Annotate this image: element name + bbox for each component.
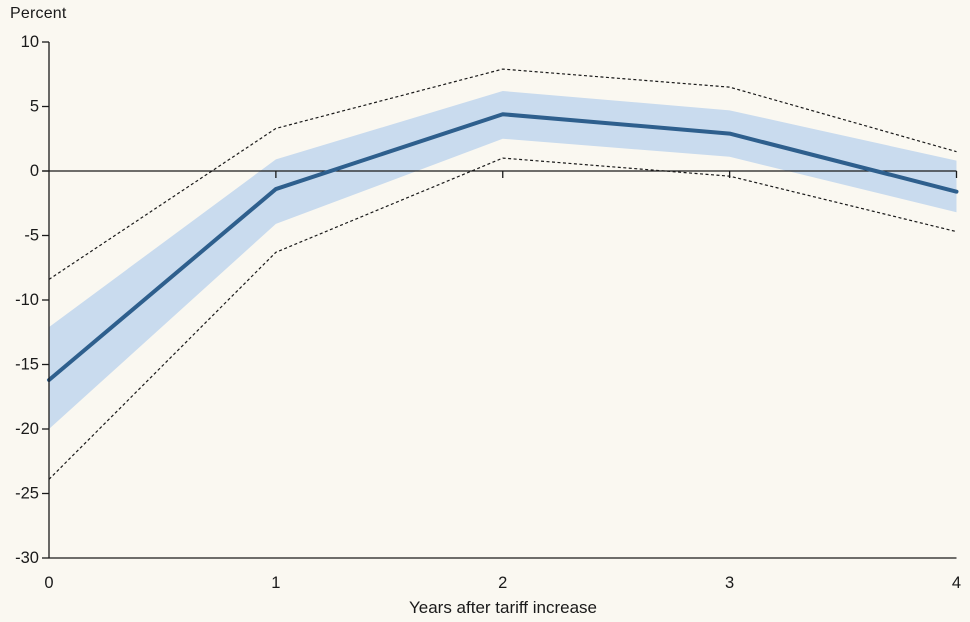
x-axis-title: Years after tariff increase [408,598,598,617]
point-estimate-line [47,112,959,382]
y-tick-label: 5 [30,98,39,116]
confidence-band [49,91,957,430]
y-tick-label: -15 [15,356,39,374]
x-tick-label: 2 [498,574,507,592]
y-tick-label: -25 [15,485,39,503]
y-tick-label: -10 [15,291,39,309]
y-tick-label: 10 [21,33,39,51]
y-tick-label: -20 [15,420,39,438]
y-tick-label: -30 [15,549,39,567]
y-tick-label: 0 [30,162,39,180]
y-axis-unit-label: Percent [10,5,67,22]
x-tick-label: 0 [44,574,53,592]
x-tick-label: 4 [952,574,961,592]
outer-confidence-lower [48,157,957,480]
x-tick-label: 1 [271,574,280,592]
y-tick-label: -5 [24,227,39,245]
x-tick-label: 3 [725,574,734,592]
outer-confidence-upper [48,68,957,280]
